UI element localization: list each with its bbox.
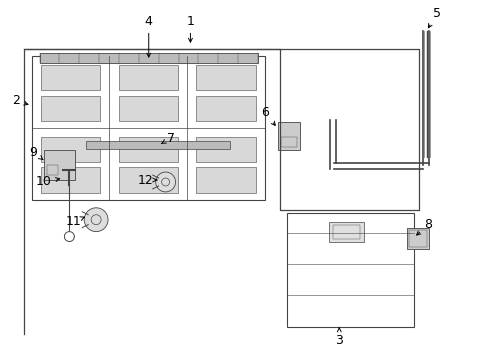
Bar	[196, 136, 255, 162]
Bar	[119, 167, 178, 193]
Bar	[41, 64, 100, 90]
Bar	[406, 228, 427, 249]
Bar	[408, 230, 426, 247]
Text: 3: 3	[335, 328, 343, 347]
Text: 7: 7	[161, 132, 174, 145]
Bar	[86, 141, 230, 149]
Bar	[41, 95, 100, 121]
Bar	[119, 136, 178, 162]
Bar	[333, 225, 359, 239]
Bar	[41, 136, 100, 162]
Bar	[286, 213, 413, 327]
Text: 6: 6	[261, 106, 275, 125]
Bar	[280, 137, 296, 147]
Bar	[196, 167, 255, 193]
Circle shape	[84, 208, 108, 231]
Text: 2: 2	[12, 94, 28, 107]
Bar	[277, 122, 299, 150]
Text: 11: 11	[65, 215, 84, 228]
Text: 8: 8	[416, 218, 432, 235]
Text: 1: 1	[186, 15, 194, 42]
Text: 12: 12	[138, 174, 157, 186]
Bar	[46, 165, 59, 175]
Bar	[43, 150, 75, 180]
Bar	[32, 56, 264, 200]
Circle shape	[155, 172, 175, 192]
Text: 9: 9	[30, 146, 43, 159]
Bar	[41, 167, 100, 193]
Bar	[328, 222, 364, 242]
Bar	[119, 95, 178, 121]
Bar	[40, 53, 257, 63]
Text: 5: 5	[427, 7, 440, 28]
Text: 4: 4	[144, 15, 152, 57]
Bar	[196, 64, 255, 90]
Bar	[119, 64, 178, 90]
Bar	[196, 95, 255, 121]
Text: 10: 10	[36, 175, 60, 189]
